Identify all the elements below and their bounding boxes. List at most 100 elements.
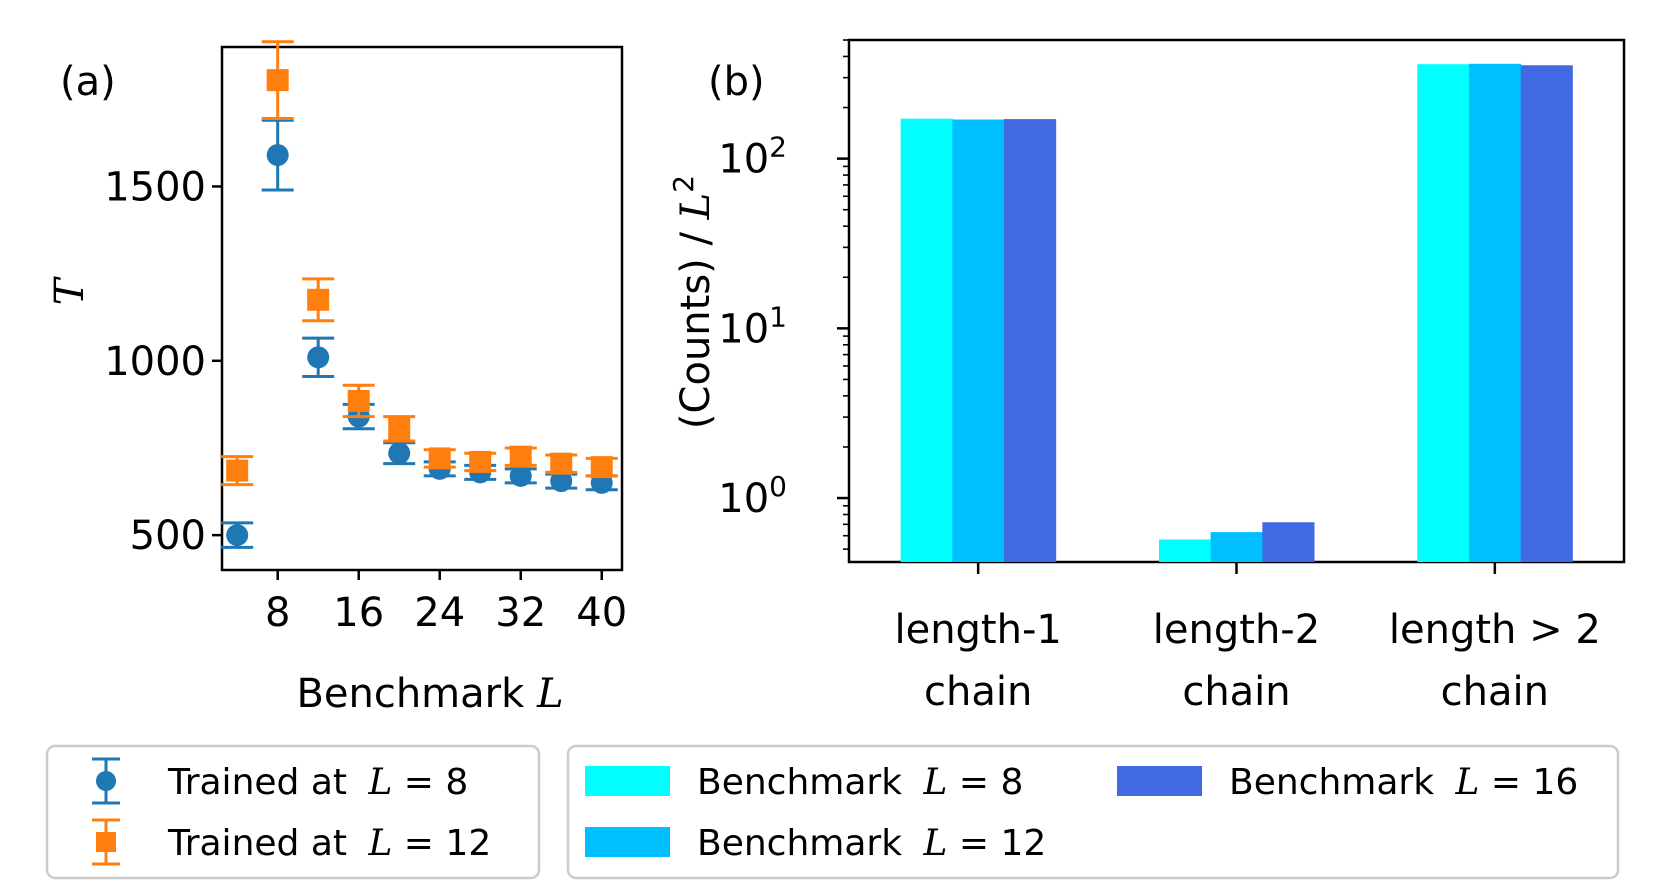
panel-b-y-tick-base: 10 bbox=[718, 476, 769, 522]
panel-b-x-tick-label-line2: chain bbox=[924, 669, 1032, 715]
panel-a-legend-label: Trained at L = 8 bbox=[167, 762, 468, 803]
panel-a-x-tick-label: 8 bbox=[265, 590, 290, 636]
panel-a-legend-entry-2: Trained at L = 12 bbox=[92, 818, 491, 866]
legend-marker bbox=[96, 771, 116, 791]
panel-a-y-tick-label: 1000 bbox=[104, 339, 206, 385]
panel-b-y-tick-label: 102 bbox=[718, 131, 787, 183]
data-point bbox=[550, 452, 573, 475]
panel-b-legend-entry-1: Benchmark L = 8 bbox=[585, 762, 1023, 803]
panel-a-y-tick-label: 500 bbox=[130, 513, 206, 559]
data-point bbox=[428, 447, 451, 470]
panel-b-x-tick-label-line2: chain bbox=[1182, 669, 1290, 715]
data-point bbox=[550, 470, 573, 493]
bar-3-cat-2 bbox=[1262, 522, 1315, 562]
panel-b-legend-label: Benchmark L = 8 bbox=[697, 762, 1023, 803]
data-point bbox=[347, 389, 370, 412]
panel-a-x-tick-label: 24 bbox=[414, 590, 465, 636]
panel-a-legend-entry-1: Trained at L = 8 bbox=[92, 757, 468, 805]
panel-a-series-2 bbox=[221, 40, 618, 487]
legend-label-text: Benchmark bbox=[697, 762, 914, 803]
legend-label-text: Benchmark bbox=[1229, 762, 1446, 803]
legend-label-text: Trained at bbox=[167, 823, 358, 864]
bar-2-cat-2 bbox=[1210, 532, 1263, 562]
data-point bbox=[266, 144, 289, 167]
bar-3-cat-1 bbox=[1004, 119, 1057, 562]
panel-a-x-axis-label-var: L bbox=[536, 671, 564, 717]
data-point bbox=[307, 288, 330, 311]
data-point bbox=[388, 417, 411, 440]
panel-b-legend-label: Benchmark L = 16 bbox=[1229, 762, 1578, 803]
data-point bbox=[469, 450, 492, 473]
panel-b-x-tick-label-line2: chain bbox=[1441, 669, 1549, 715]
data-point bbox=[266, 69, 289, 92]
data-point bbox=[590, 456, 613, 479]
panel-a-scatter-chart: (a) 500 1000 1500 8 16 24 32 40 T Benchmark L bbox=[47, 40, 627, 717]
legend-label-text: Benchmark bbox=[697, 823, 914, 864]
legend-label-value: = 8 bbox=[392, 762, 468, 803]
panel-b-y-tick-base: 10 bbox=[718, 306, 769, 352]
legend-label-var: L bbox=[367, 762, 392, 803]
legend-label-value: = 12 bbox=[947, 823, 1046, 864]
panel-b-y-axis-label-text: (Counts) / bbox=[673, 219, 719, 429]
legend-swatch bbox=[585, 766, 670, 796]
panel-b-bars bbox=[900, 63, 1573, 562]
panel-b-x-tick-label-line1: length-2 bbox=[1153, 607, 1320, 653]
panel-a-legend-box bbox=[45, 744, 541, 880]
panel-a-x-axis: 8 16 24 32 40 bbox=[265, 570, 627, 636]
panel-b-y-tick-base: 10 bbox=[718, 137, 769, 183]
panel-b-y-axis-label-var: L bbox=[673, 193, 719, 221]
panel-a-series-1 bbox=[221, 118, 618, 549]
panel-a-x-axis-label-text: Benchmark bbox=[296, 671, 525, 717]
legend-label-var: L bbox=[1455, 762, 1480, 803]
panel-b-y-axis-label: (Counts) / L2 bbox=[667, 175, 719, 429]
panel-a-plot-frame bbox=[220, 45, 624, 572]
bar-1-cat-1 bbox=[900, 118, 953, 562]
panel-b-x-tick-label-line1: length-1 bbox=[894, 607, 1061, 653]
legend-marker bbox=[96, 832, 116, 852]
legend-label-value: = 12 bbox=[392, 823, 491, 864]
panel-b-legend-entry-3: Benchmark L = 16 bbox=[1117, 762, 1578, 803]
panel-b-label: (b) bbox=[708, 59, 765, 105]
panel-a-label: (a) bbox=[60, 59, 116, 105]
legend-swatch bbox=[585, 827, 670, 857]
panel-b-y-tick-label: 100 bbox=[718, 470, 787, 522]
legend-label-text: Trained at bbox=[167, 762, 358, 803]
panel-b-legend-entry-2: Benchmark L = 12 bbox=[585, 823, 1046, 864]
bar-2-cat-1 bbox=[952, 119, 1005, 562]
legend-label-value: = 16 bbox=[1479, 762, 1578, 803]
legend-label-value: = 8 bbox=[947, 762, 1023, 803]
bar-1-cat-3 bbox=[1417, 64, 1470, 562]
panel-a-x-tick-label: 32 bbox=[495, 590, 546, 636]
panel-b-y-tick-exp: 0 bbox=[769, 470, 787, 503]
panel-a-y-axis: 500 1000 1500 bbox=[104, 164, 222, 559]
panel-b-y-axis-label-exp: 2 bbox=[667, 175, 700, 193]
data-point bbox=[226, 459, 249, 482]
bar-1-cat-2 bbox=[1159, 539, 1212, 562]
bar-2-cat-3 bbox=[1469, 63, 1522, 562]
legend-label-var: L bbox=[923, 762, 948, 803]
panel-a-y-tick-label: 1500 bbox=[104, 164, 206, 210]
data-point bbox=[307, 346, 330, 369]
legend-label-var: L bbox=[367, 823, 392, 864]
panel-a-x-tick-label: 16 bbox=[333, 590, 384, 636]
panel-a-y-axis-label: T bbox=[47, 275, 93, 305]
panel-b-y-tick-exp: 1 bbox=[769, 300, 787, 333]
legend-swatch bbox=[1117, 766, 1202, 796]
panel-a-x-tick-label: 40 bbox=[576, 590, 627, 636]
panel-b-y-tick-exp: 2 bbox=[769, 131, 787, 164]
panel-b-y-tick-label: 101 bbox=[718, 300, 787, 352]
panel-b-x-tick-label-line1: length > 2 bbox=[1389, 607, 1601, 653]
panel-b-x-axis: length-1 chain length-2 chain length > 2 chai… bbox=[894, 562, 1601, 715]
data-point bbox=[226, 524, 249, 547]
data-point bbox=[509, 445, 532, 468]
legend-label-var: L bbox=[923, 823, 948, 864]
panel-a-legend-label: Trained at L = 12 bbox=[167, 823, 491, 864]
bar-3-cat-3 bbox=[1520, 65, 1573, 562]
data-point bbox=[509, 464, 532, 487]
data-point bbox=[388, 442, 411, 465]
